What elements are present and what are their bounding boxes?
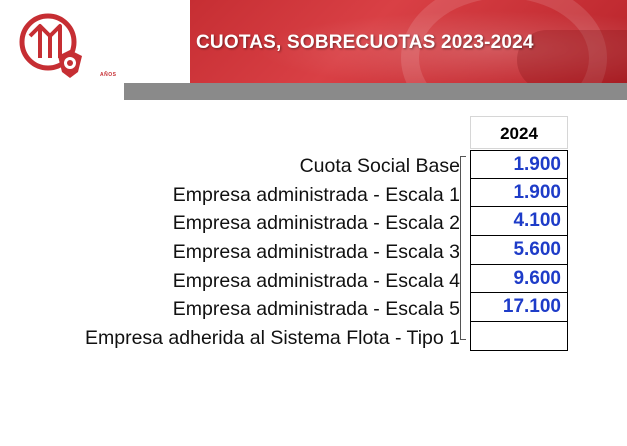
value-cell: 1.900 — [470, 150, 568, 179]
page-title: CUOTAS, SOBRECUOTAS 2023-2024 — [196, 32, 534, 53]
value-cell: 9.600 — [470, 264, 568, 294]
row-label: Empresa administrada - Escala 3 — [172, 241, 460, 264]
value-cell — [470, 322, 568, 351]
row-label: Empresa administrada - Escala 1 — [172, 183, 460, 206]
row-label: Empresa administrada - Escala 2 — [172, 212, 460, 235]
value-cell: 1.900 — [470, 178, 568, 208]
fee-values: 1.900 1.900 4.100 5.600 9.600 17.100 — [470, 150, 568, 351]
label-bracket — [460, 156, 466, 340]
logo-anos-text: AÑOS — [100, 72, 117, 78]
organization-logo: AÑOS — [18, 12, 116, 84]
header-banner: CUOTAS, SOBRECUOTAS 2023-2024 — [190, 0, 627, 83]
row-label: Empresa administrada - Escala 4 — [172, 269, 460, 292]
value-cell: 4.100 — [470, 207, 568, 237]
header-divider-bar — [124, 83, 627, 100]
value-cell: 17.100 — [470, 293, 568, 323]
row-label: Empresa adherida al Sistema Flota - Tipo… — [84, 327, 460, 350]
value-cell: 5.600 — [470, 236, 568, 265]
row-label: Empresa administrada - Escala 5 — [172, 298, 460, 321]
row-label: Cuota Social Base — [299, 155, 460, 177]
year-column-header: 2024 — [470, 116, 568, 149]
fee-labels: Cuota Social Base Empresa administrada -… — [85, 152, 464, 353]
logo-emblem-icon — [19, 13, 82, 78]
